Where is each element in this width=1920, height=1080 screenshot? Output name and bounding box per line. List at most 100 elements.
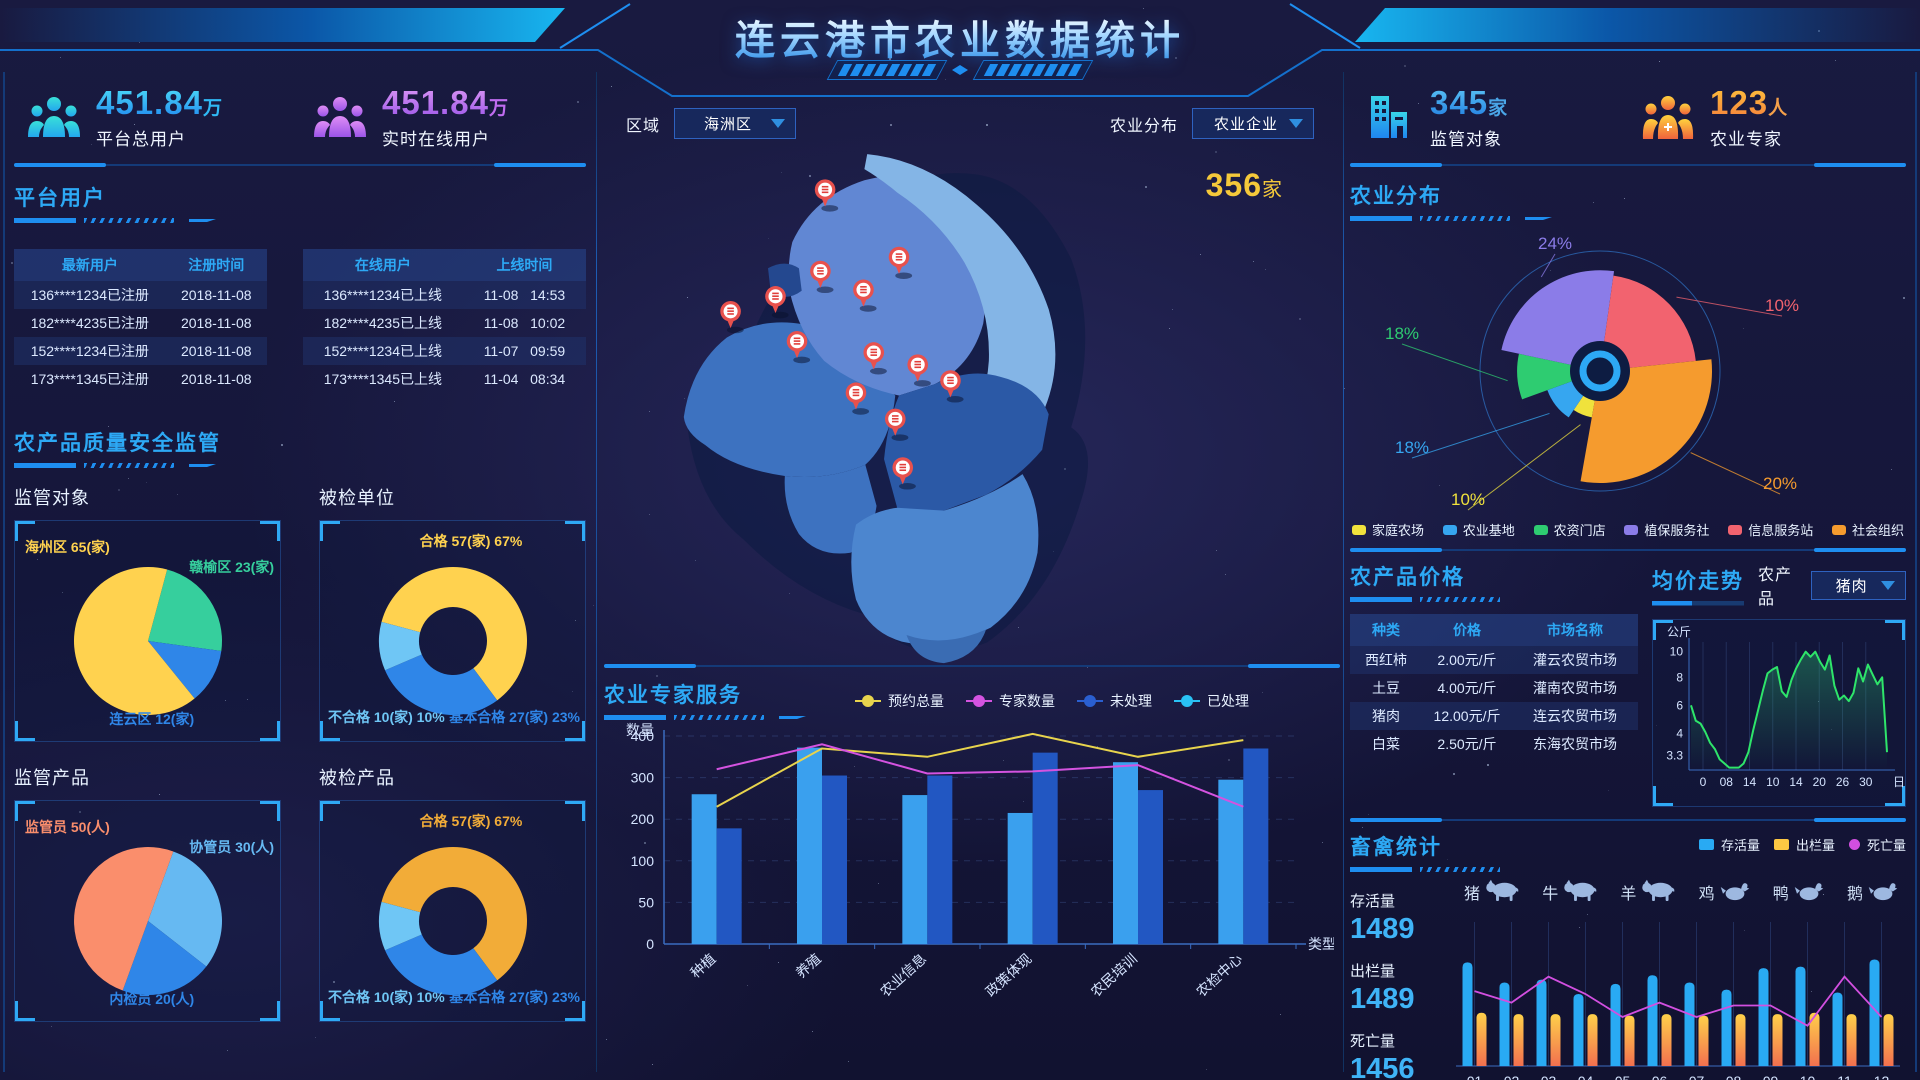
- stat-value: 1489: [1350, 983, 1452, 1016]
- 存活量-bar[interactable]: [1833, 993, 1843, 1066]
- chart-box-inspected_units: 合格 57(家) 67% 基本合格 27(家) 23% 不合格 10(家) 10%: [319, 520, 586, 742]
- slice-label-不合格: 不合格 10(家) 10%: [328, 987, 445, 1007]
- svg-text:11: 11: [1837, 1073, 1852, 1080]
- left-panel: 451.84万 平台总用户 451.84万 实时在线用户: [14, 70, 586, 1022]
- 专家数量-line: [717, 744, 1244, 806]
- livestock-stats: 存活量 1489 出栏量 1489 死亡量 1456: [1350, 874, 1452, 1080]
- 出栏量-bar[interactable]: [1773, 1014, 1783, 1066]
- 出栏量-bar[interactable]: [1477, 1013, 1487, 1066]
- 已处理-bar[interactable]: [1008, 813, 1033, 944]
- section-title-price: 农产品价格: [1350, 561, 1638, 591]
- region-select[interactable]: 海洲区: [674, 108, 796, 139]
- 存活量-bar[interactable]: [1500, 982, 1510, 1066]
- 未处理-bar[interactable]: [1033, 753, 1058, 944]
- svg-text:10: 10: [1800, 1073, 1816, 1080]
- 未处理-bar[interactable]: [1243, 748, 1268, 944]
- 出栏量-bar[interactable]: [1588, 1014, 1598, 1066]
- legend-item-专家数量[interactable]: 专家数量: [966, 691, 1055, 711]
- animal-鸭[interactable]: 鸭: [1773, 877, 1824, 908]
- 已处理-bar[interactable]: [902, 795, 927, 944]
- location-pin[interactable]: [720, 301, 743, 333]
- slice-label-海州区: 海州区 65(家): [25, 537, 110, 557]
- svg-text:20: 20: [1813, 775, 1827, 789]
- legend-item-已处理[interactable]: 已处理: [1174, 691, 1249, 711]
- legend-item-死亡量[interactable]: 死亡量: [1849, 835, 1906, 854]
- table-cell: 白菜: [1350, 734, 1422, 754]
- svg-text:50: 50: [638, 894, 654, 910]
- section-underline: [1350, 597, 1500, 602]
- quality-chart-supervision_objects: 监管对象 海州区 65(家) 赣榆区 23(家) 连云区 12(家): [14, 484, 281, 742]
- product-select[interactable]: 猪肉: [1811, 571, 1906, 600]
- legend-item-信息服务站[interactable]: 信息服务站: [1728, 520, 1813, 539]
- 已处理-bar[interactable]: [692, 794, 717, 944]
- x-label-农民培训: 农民培训: [1088, 950, 1140, 999]
- 出栏量-bar[interactable]: [1736, 1014, 1746, 1066]
- animal-猪[interactable]: 猪: [1464, 878, 1519, 907]
- 未处理-bar[interactable]: [1138, 790, 1163, 944]
- expert-chart-legend: 预约总量 专家数量 未处理 已处理: [855, 691, 1249, 711]
- svg-text:04: 04: [1578, 1073, 1594, 1080]
- 存活量-bar[interactable]: [1796, 967, 1806, 1066]
- legend-item-预约总量[interactable]: 预约总量: [855, 691, 944, 711]
- animal-羊[interactable]: 羊: [1620, 878, 1675, 907]
- legend-item-存活量[interactable]: 存活量: [1699, 835, 1760, 854]
- 出栏量-bar[interactable]: [1625, 1016, 1635, 1066]
- 出栏量-bar[interactable]: [1847, 1014, 1857, 1066]
- 出栏量-bar[interactable]: [1662, 1014, 1672, 1066]
- price-trend-box: 公斤108643.3008141014202630日期: [1652, 619, 1906, 807]
- table-cell: 2018-11-08: [166, 371, 267, 387]
- divider: [604, 665, 1340, 667]
- legend-item-未处理[interactable]: 未处理: [1077, 691, 1152, 711]
- legend-item-植保服务社[interactable]: 植保服务社: [1624, 520, 1709, 539]
- 存活量-bar[interactable]: [1611, 984, 1621, 1066]
- left-edge-line: [3, 72, 5, 1072]
- animal-牛[interactable]: 牛: [1542, 878, 1597, 907]
- 存活量-bar[interactable]: [1722, 990, 1732, 1066]
- 存活量-bar[interactable]: [1463, 962, 1473, 1066]
- 未处理-bar[interactable]: [717, 828, 742, 944]
- 未处理-bar[interactable]: [822, 776, 847, 944]
- legend-item-家庭农场[interactable]: 家庭农场: [1352, 520, 1424, 539]
- 存活量-bar[interactable]: [1685, 982, 1695, 1066]
- rose-pct-农业基地: 18%: [1395, 438, 1429, 457]
- legend-item-农业基地[interactable]: 农业基地: [1443, 520, 1515, 539]
- animals-row: 猪牛羊鸡鸭鹅: [1452, 874, 1906, 910]
- 出栏量-bar[interactable]: [1884, 1014, 1894, 1066]
- section-underline: [1350, 216, 1555, 221]
- table-cell: 173****1345已注册: [14, 369, 166, 389]
- 出栏量-bar[interactable]: [1551, 1014, 1561, 1066]
- 未处理-bar[interactable]: [927, 776, 952, 944]
- price-section: 农产品价格 种类 价格 市场名称 西红柿 2.00元/斤 灌云农贸市场 土豆 4.00元/斤灌…: [1350, 561, 1638, 807]
- separator-center-right: [1343, 72, 1344, 1072]
- 存活量-bar[interactable]: [1648, 975, 1658, 1066]
- 死亡量-line: [1475, 977, 1882, 1026]
- livestock-legend: 存活量 出栏量 死亡量: [1699, 835, 1906, 854]
- 存活量-bar[interactable]: [1574, 994, 1584, 1066]
- rose-pct-社会组织: 20%: [1763, 474, 1797, 493]
- online-users-table: 在线用户 上线时间 136****1234已上线 11-08 14:53 182****…: [303, 249, 586, 393]
- column-header: 种类: [1350, 620, 1422, 640]
- inspected_units-svg: [368, 553, 538, 723]
- 已处理-bar[interactable]: [797, 748, 822, 944]
- 出栏量-bar[interactable]: [1699, 1016, 1709, 1066]
- legend-item-农资门店[interactable]: 农资门店: [1534, 520, 1606, 539]
- animal-鹅[interactable]: 鹅: [1847, 877, 1898, 908]
- right-edge-line: [1915, 72, 1917, 1072]
- legend-item-社会组织[interactable]: 社会组织: [1832, 520, 1904, 539]
- separator-left-center: [596, 72, 597, 1072]
- animal-鸡[interactable]: 鸡: [1699, 877, 1750, 908]
- column-header: 市场名称: [1512, 620, 1638, 640]
- 已处理-bar[interactable]: [1113, 762, 1138, 944]
- legend-item-出栏量[interactable]: 出栏量: [1774, 835, 1835, 854]
- table-cell: 2.50元/斤: [1422, 734, 1512, 754]
- city-map: 356家: [604, 141, 1340, 665]
- 存活量-bar[interactable]: [1759, 968, 1769, 1066]
- distribution-label: 农业分布: [1110, 112, 1178, 136]
- distribution-select[interactable]: 农业企业: [1192, 108, 1314, 139]
- enterprise-count-badge: 356家: [1206, 167, 1282, 204]
- table-row: 173****1345已注册 2018-11-08: [14, 365, 267, 393]
- quality-chart-inspected_units: 被检单位 合格 57(家) 67% 基本合格 27(家) 23% 不合格 10(家) …: [319, 484, 586, 742]
- 出栏量-bar[interactable]: [1514, 1014, 1524, 1066]
- table-cell: 灌云农贸市场: [1512, 650, 1638, 670]
- 存活量-bar[interactable]: [1537, 980, 1547, 1066]
